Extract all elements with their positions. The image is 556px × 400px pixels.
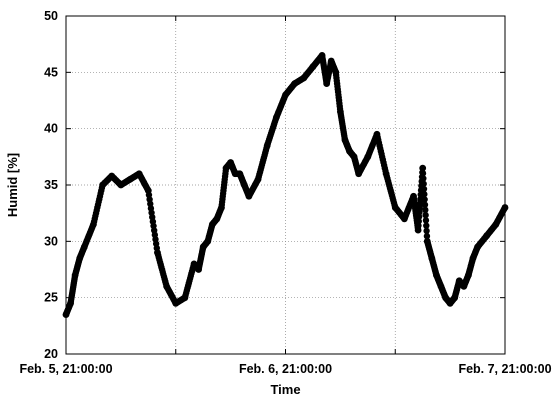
data-point xyxy=(336,105,344,113)
data-point xyxy=(420,180,427,187)
y-tick-label: 50 xyxy=(44,9,58,23)
y-tick-label: 30 xyxy=(44,234,58,248)
grid-lines xyxy=(66,16,505,354)
data-point xyxy=(422,217,430,224)
data-point xyxy=(419,170,427,177)
x-tick-label: Feb. 5, 21:00:00 xyxy=(19,362,112,376)
data-point xyxy=(501,205,508,212)
data-point xyxy=(153,244,161,252)
data-point xyxy=(420,175,427,182)
y-tick-label: 25 xyxy=(44,291,58,305)
data-point xyxy=(423,227,430,235)
humidity-series xyxy=(62,52,509,318)
x-tick-label: Feb. 6, 21:00:00 xyxy=(239,362,332,376)
x-tick-label: Feb. 7, 21:00:00 xyxy=(458,362,551,376)
data-point xyxy=(144,186,151,193)
data-point xyxy=(423,232,431,240)
x-tick-labels: Feb. 5, 21:00:00 Feb. 6, 21:00:00 Feb. 7, … xyxy=(19,362,551,376)
data-point xyxy=(421,201,429,208)
data-point xyxy=(421,191,428,198)
y-tick-label: 35 xyxy=(44,178,58,192)
plot-frame xyxy=(65,15,506,355)
y-tick-label: 20 xyxy=(44,347,58,361)
data-point xyxy=(422,206,429,214)
y-tick-label: 45 xyxy=(44,65,58,79)
x-axis-title: Time xyxy=(270,382,300,397)
data-point xyxy=(382,167,389,175)
y-axis-title: Humid [%] xyxy=(5,153,20,217)
y-tick-label: 40 xyxy=(44,122,58,136)
y-tick-labels: 20 25 30 35 40 45 50 xyxy=(44,9,58,361)
data-point xyxy=(420,185,428,193)
data-point xyxy=(423,222,430,229)
data-point xyxy=(422,211,429,219)
data-point xyxy=(421,196,428,203)
